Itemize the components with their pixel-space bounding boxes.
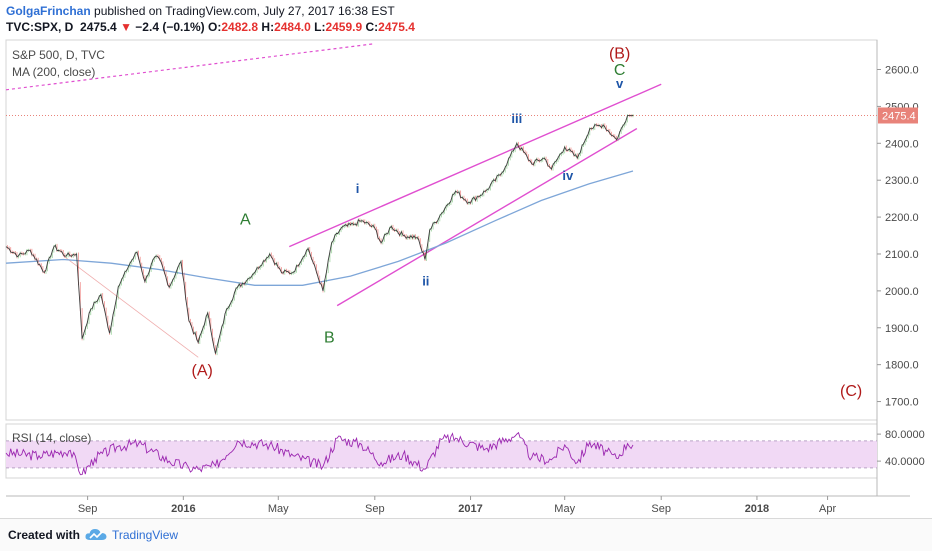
- wave-label-4: iv: [562, 168, 574, 183]
- ohlc-line: TVC:SPX, D 2475.4 ▼ −2.4 (−0.1%) O:2482.…: [6, 20, 415, 34]
- wave-label-8: B: [324, 330, 335, 347]
- wave-label-3: iii: [511, 111, 522, 126]
- price-tick-label: 2000.0: [885, 286, 919, 298]
- price-pane[interactable]: [5, 39, 878, 421]
- rsi-line: [5, 431, 634, 476]
- series-legend: S&P 500, D, TVC: [12, 48, 105, 62]
- publish-line: GolgaFrinchan published on TradingView.c…: [6, 4, 395, 18]
- close-label: C:: [365, 20, 379, 34]
- price-change: −2.4 (−0.1%): [135, 20, 205, 34]
- price-chart[interactable]: 2600.02500.02400.02300.02200.02100.02000…: [0, 0, 932, 518]
- price-tick-label: 2200.0: [885, 212, 919, 224]
- price-tick-label: 1800.0: [885, 360, 919, 372]
- rsi-tick-label: 40.0000: [885, 456, 925, 468]
- wave-label-7: ii: [422, 273, 429, 288]
- time-tick-label: May: [554, 503, 575, 515]
- price-tick-label: 2600.0: [885, 65, 919, 77]
- close-value: 2475.4: [378, 20, 415, 34]
- time-tick-label: Sep: [78, 503, 98, 515]
- high-value: 2484.0: [274, 20, 311, 34]
- time-tick-label: 2017: [458, 503, 482, 515]
- time-tick-label: May: [268, 503, 289, 515]
- rsi-band: [6, 440, 877, 468]
- price-tick-label: 2100.0: [885, 249, 919, 261]
- time-tick-label: Apr: [819, 503, 836, 515]
- price-tick-label: 2400.0: [885, 138, 919, 150]
- price-tick-label: 2300.0: [885, 175, 919, 187]
- footer-bar: Created with TradingView: [0, 518, 932, 551]
- tradingview-cloud-icon: [85, 529, 107, 540]
- wave-label-1: C: [614, 62, 626, 79]
- low-value: 2459.9: [325, 20, 363, 34]
- last-price-badge: [878, 107, 918, 124]
- down-arrow-icon: ▼: [120, 20, 132, 34]
- time-tick-label: Sep: [365, 503, 385, 515]
- open-label: O:: [208, 20, 222, 34]
- author-link[interactable]: GolgaFrinchan: [6, 4, 91, 18]
- publish-text: published on TradingView.com, July 27, 2…: [90, 4, 395, 18]
- low-label: L:: [314, 20, 326, 34]
- created-with-label: Created with: [8, 528, 81, 542]
- time-tick-label: Sep: [651, 503, 671, 515]
- symbol-label: TVC:SPX, D: [6, 20, 74, 34]
- high-label: H:: [261, 20, 275, 34]
- tradingview-brand-link[interactable]: TradingView: [112, 528, 179, 542]
- wave-label-9: (A): [192, 363, 213, 380]
- price-series-line: [5, 115, 634, 354]
- time-tick-label: 2018: [745, 503, 769, 515]
- trendline-1[interactable]: [336, 127, 638, 307]
- rsi-tick-label: 80.0000: [885, 429, 925, 441]
- wave-label-5: i: [356, 181, 360, 196]
- ma-legend: MA (200, close): [12, 65, 95, 79]
- trendline-3[interactable]: [63, 255, 199, 358]
- last-price: 2475.4: [80, 20, 117, 34]
- wave-label-10: (C): [840, 383, 862, 400]
- trendline-0[interactable]: [288, 83, 662, 248]
- wave-label-2: v: [616, 76, 624, 91]
- last-price-badge-text: 2475.4: [882, 110, 916, 122]
- trendline-2[interactable]: [5, 43, 375, 91]
- open-value: 2482.8: [221, 20, 259, 34]
- wave-label-0: (B): [609, 45, 630, 62]
- time-tick-label: 2016: [171, 503, 195, 515]
- wave-label-6: A: [240, 211, 251, 228]
- price-tick-label: 1700.0: [885, 397, 919, 409]
- price-tick-label: 1900.0: [885, 323, 919, 335]
- rsi-legend: RSI (14, close): [12, 431, 91, 445]
